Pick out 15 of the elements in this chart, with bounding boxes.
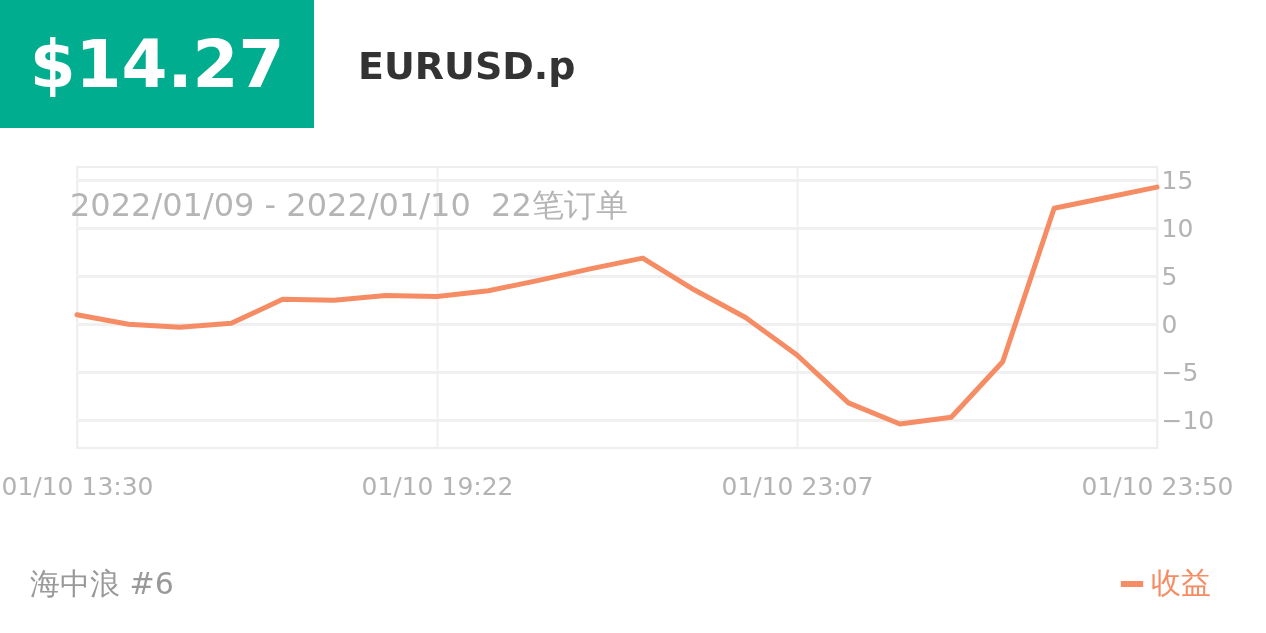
x-tick-label: 01/10 23:07 [721, 471, 874, 501]
y-tick-label: 0 [1161, 309, 1178, 339]
text: 海中浪 #6 [30, 565, 174, 603]
y-tick-label: −5 [1161, 357, 1199, 387]
x-tick-label: 01/10 19:22 [361, 471, 514, 501]
text: 2022/01/09 - 2022/01/10 22笔订单 [70, 185, 628, 226]
text: $14.27 [0, 0, 314, 128]
y-tick-label: 10 [1161, 213, 1194, 243]
y-tick-label: 5 [1161, 261, 1178, 291]
x-tick-label: 01/10 13:30 [1, 471, 154, 501]
y-tick-label: 15 [1161, 165, 1194, 195]
y-tick-label: −10 [1161, 405, 1215, 435]
x-tick-label: 01/10 23:50 [1081, 471, 1234, 501]
chart-title: EURUSD.p [358, 44, 576, 88]
legend-label: 收益 [1151, 565, 1211, 600]
